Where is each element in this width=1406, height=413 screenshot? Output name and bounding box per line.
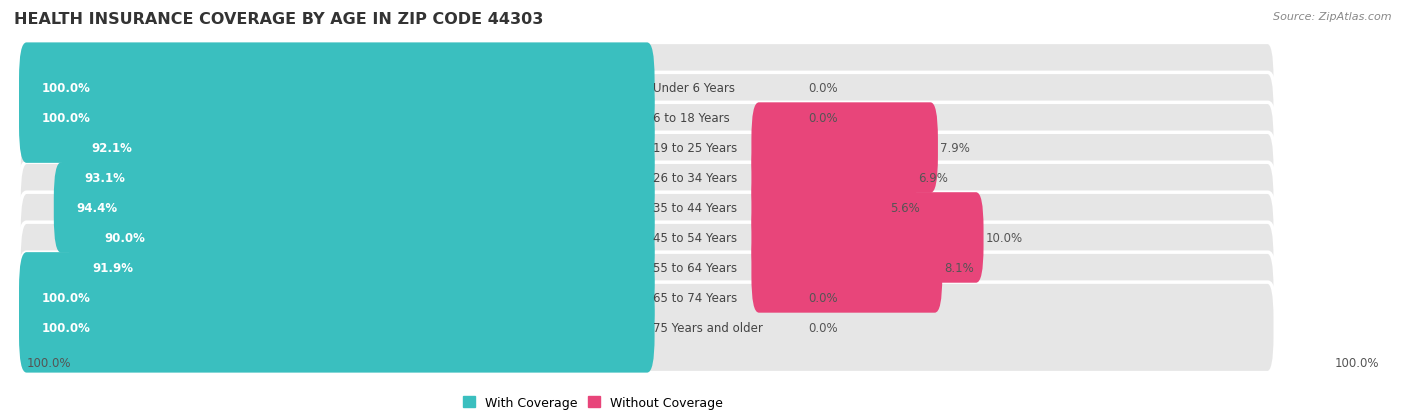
Text: 100.0%: 100.0% [1336, 356, 1379, 369]
Text: 91.9%: 91.9% [93, 261, 134, 274]
FancyBboxPatch shape [20, 43, 655, 133]
Text: 100.0%: 100.0% [42, 321, 91, 334]
FancyBboxPatch shape [20, 282, 655, 373]
FancyBboxPatch shape [20, 163, 1275, 253]
FancyBboxPatch shape [20, 43, 1275, 133]
Text: 35 to 44 Years: 35 to 44 Years [654, 202, 738, 214]
FancyBboxPatch shape [751, 223, 942, 313]
Text: 94.4%: 94.4% [77, 202, 118, 214]
Legend: With Coverage, Without Coverage: With Coverage, Without Coverage [457, 391, 728, 413]
Text: 10.0%: 10.0% [986, 231, 1022, 244]
Text: 65 to 74 Years: 65 to 74 Years [654, 291, 738, 304]
Text: 0.0%: 0.0% [808, 291, 838, 304]
Text: 100.0%: 100.0% [42, 82, 91, 95]
Text: 0.0%: 0.0% [808, 82, 838, 95]
Text: 0.0%: 0.0% [808, 112, 838, 125]
Text: 8.1%: 8.1% [945, 261, 974, 274]
Text: 5.6%: 5.6% [890, 202, 920, 214]
Text: 93.1%: 93.1% [84, 172, 125, 185]
FancyBboxPatch shape [751, 193, 984, 283]
FancyBboxPatch shape [20, 252, 655, 343]
FancyBboxPatch shape [20, 193, 1275, 283]
Text: 45 to 54 Years: 45 to 54 Years [654, 231, 738, 244]
FancyBboxPatch shape [751, 103, 938, 193]
Text: 90.0%: 90.0% [104, 231, 145, 244]
Text: 6.9%: 6.9% [918, 172, 948, 185]
FancyBboxPatch shape [20, 103, 1275, 193]
Text: Source: ZipAtlas.com: Source: ZipAtlas.com [1274, 12, 1392, 22]
Text: Under 6 Years: Under 6 Years [654, 82, 735, 95]
FancyBboxPatch shape [53, 163, 655, 253]
FancyBboxPatch shape [69, 223, 655, 313]
Text: HEALTH INSURANCE COVERAGE BY AGE IN ZIP CODE 44303: HEALTH INSURANCE COVERAGE BY AGE IN ZIP … [14, 12, 544, 27]
Text: 100.0%: 100.0% [42, 291, 91, 304]
Text: 6 to 18 Years: 6 to 18 Years [654, 112, 730, 125]
FancyBboxPatch shape [20, 73, 655, 164]
FancyBboxPatch shape [67, 103, 655, 193]
Text: 92.1%: 92.1% [91, 142, 132, 155]
FancyBboxPatch shape [82, 193, 655, 283]
Text: 100.0%: 100.0% [42, 112, 91, 125]
FancyBboxPatch shape [20, 133, 1275, 223]
FancyBboxPatch shape [20, 252, 1275, 343]
FancyBboxPatch shape [20, 73, 1275, 164]
Text: 0.0%: 0.0% [808, 321, 838, 334]
FancyBboxPatch shape [20, 223, 1275, 313]
Text: 75 Years and older: 75 Years and older [654, 321, 763, 334]
FancyBboxPatch shape [20, 282, 1275, 373]
Text: 55 to 64 Years: 55 to 64 Years [654, 261, 738, 274]
Text: 26 to 34 Years: 26 to 34 Years [654, 172, 738, 185]
Text: 19 to 25 Years: 19 to 25 Years [654, 142, 738, 155]
FancyBboxPatch shape [62, 133, 655, 223]
FancyBboxPatch shape [751, 133, 917, 223]
Text: 7.9%: 7.9% [939, 142, 970, 155]
FancyBboxPatch shape [751, 163, 889, 253]
Text: 100.0%: 100.0% [27, 356, 70, 369]
